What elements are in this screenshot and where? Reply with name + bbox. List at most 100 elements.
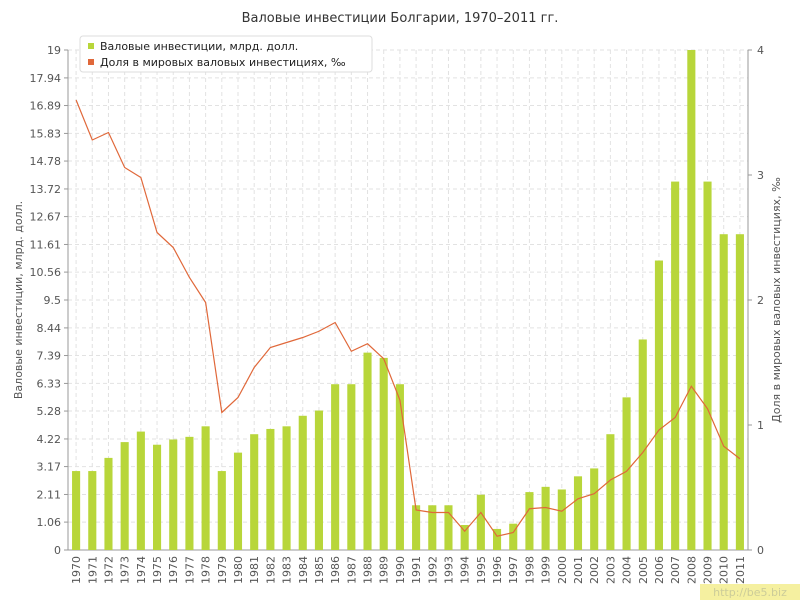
x-tick-label: 2001 bbox=[572, 556, 585, 584]
bar bbox=[703, 181, 712, 550]
x-tick-label: 2000 bbox=[556, 556, 569, 584]
bar bbox=[201, 426, 210, 550]
x-tick-label: 1992 bbox=[426, 556, 439, 584]
x-tick-label: 1974 bbox=[135, 556, 148, 584]
bar bbox=[654, 260, 663, 550]
bar bbox=[735, 234, 744, 551]
chart-title: Валовые инвестиции Болгарии, 1970–2011 г… bbox=[242, 11, 559, 26]
x-tick-label: 1989 bbox=[378, 556, 391, 584]
bar bbox=[331, 384, 340, 550]
x-tick-label: 1998 bbox=[523, 556, 536, 584]
bar bbox=[606, 434, 615, 550]
bar bbox=[525, 492, 534, 550]
bar bbox=[476, 494, 485, 550]
x-tick-label: 2005 bbox=[637, 556, 650, 584]
x-tick-label: 2004 bbox=[621, 556, 634, 584]
x-tick-label: 1977 bbox=[183, 556, 196, 584]
x-tick-label: 1978 bbox=[200, 556, 213, 584]
y2-axis-label: Доля в мировых валовых инвестициях, ‰ bbox=[770, 177, 783, 423]
y-tick-label: 3.17 bbox=[37, 461, 62, 474]
x-tick-label: 1979 bbox=[216, 556, 229, 584]
y-tick-label: 0 bbox=[54, 544, 61, 557]
x-tick-label: 1980 bbox=[232, 556, 245, 584]
y-tick-label: 6.33 bbox=[37, 377, 62, 390]
bar bbox=[72, 471, 81, 550]
x-tick-label: 1994 bbox=[459, 556, 472, 584]
y2-tick-label: 2 bbox=[757, 294, 764, 307]
x-tick-label: 1973 bbox=[119, 556, 132, 584]
x-tick-label: 1997 bbox=[507, 556, 520, 584]
x-tick-label: 1983 bbox=[281, 556, 294, 584]
legend-label: Валовые инвестиции, млрд. долл. bbox=[100, 40, 298, 53]
y-axis-label: Валовые инвестиции, млрд. долл. bbox=[12, 201, 25, 399]
bar bbox=[444, 505, 453, 550]
bar bbox=[412, 505, 421, 550]
y2-tick-label: 0 bbox=[757, 544, 764, 557]
x-tick-label: 1976 bbox=[167, 556, 180, 584]
x-tick-label: 1972 bbox=[102, 556, 115, 584]
watermark: http://be5.biz bbox=[713, 586, 787, 599]
y-tick-label: 11.61 bbox=[30, 238, 62, 251]
y-tick-label: 9.5 bbox=[44, 294, 62, 307]
watermark-bg bbox=[700, 584, 800, 600]
bar bbox=[493, 528, 502, 550]
x-tick-label: 2007 bbox=[669, 556, 682, 584]
bar bbox=[314, 410, 323, 550]
bar bbox=[363, 352, 372, 550]
bar bbox=[509, 523, 518, 550]
x-tick-label: 1984 bbox=[297, 556, 310, 584]
x-tick-label: 1985 bbox=[313, 556, 326, 584]
bar bbox=[169, 439, 178, 550]
bar bbox=[622, 397, 631, 550]
y-tick-label: 19 bbox=[47, 44, 61, 57]
line bbox=[75, 99, 741, 537]
bar bbox=[379, 357, 388, 550]
bar bbox=[687, 50, 696, 550]
y2-tick-label: 4 bbox=[757, 44, 764, 57]
bar bbox=[347, 384, 356, 550]
x-tick-label: 1970 bbox=[70, 556, 83, 584]
x-tick-label: 1990 bbox=[394, 556, 407, 584]
legend-box bbox=[79, 35, 373, 73]
x-tick-label: 2002 bbox=[588, 556, 601, 584]
x-tick-label: 1987 bbox=[345, 556, 358, 584]
y-tick-label: 13.72 bbox=[30, 183, 62, 196]
bar bbox=[395, 384, 404, 550]
y2-tick-label: 1 bbox=[757, 419, 764, 432]
bar bbox=[282, 426, 291, 550]
bar bbox=[428, 505, 437, 550]
legend-label: Доля в мировых валовых инвестициях, ‰ bbox=[100, 56, 346, 69]
x-tick-label: 2010 bbox=[718, 556, 731, 584]
x-tick-label: 2008 bbox=[685, 556, 698, 584]
bar bbox=[671, 181, 680, 550]
y-tick-label: 15.83 bbox=[30, 127, 62, 140]
y2-tick-label: 3 bbox=[757, 169, 764, 182]
bar bbox=[298, 415, 307, 550]
y-tick-label: 5.28 bbox=[37, 405, 62, 418]
y-tick-label: 1.06 bbox=[37, 516, 62, 529]
bar bbox=[590, 468, 599, 550]
y-tick-label: 8.44 bbox=[37, 322, 62, 335]
y-tick-label: 4.22 bbox=[37, 433, 62, 446]
x-tick-label: 1993 bbox=[442, 556, 455, 584]
x-tick-label: 2011 bbox=[734, 556, 747, 584]
bar bbox=[185, 436, 194, 550]
x-tick-label: 1975 bbox=[151, 556, 164, 584]
legend-swatch bbox=[88, 43, 94, 49]
x-tick-label: 1982 bbox=[264, 556, 277, 584]
bar bbox=[120, 442, 129, 550]
x-tick-label: 2009 bbox=[702, 556, 715, 584]
x-tick-label: 2006 bbox=[653, 556, 666, 584]
x-tick-label: 1988 bbox=[362, 556, 375, 584]
x-tick-label: 1999 bbox=[540, 556, 553, 584]
bar bbox=[217, 471, 226, 550]
y-tick-label: 16.89 bbox=[30, 100, 62, 113]
x-tick-label: 1991 bbox=[410, 556, 423, 584]
bar bbox=[250, 434, 259, 550]
bar bbox=[88, 471, 97, 550]
bar bbox=[104, 457, 113, 550]
x-tick-label: 2003 bbox=[604, 556, 617, 584]
bar bbox=[573, 476, 583, 550]
x-tick-label: 1981 bbox=[248, 556, 261, 584]
